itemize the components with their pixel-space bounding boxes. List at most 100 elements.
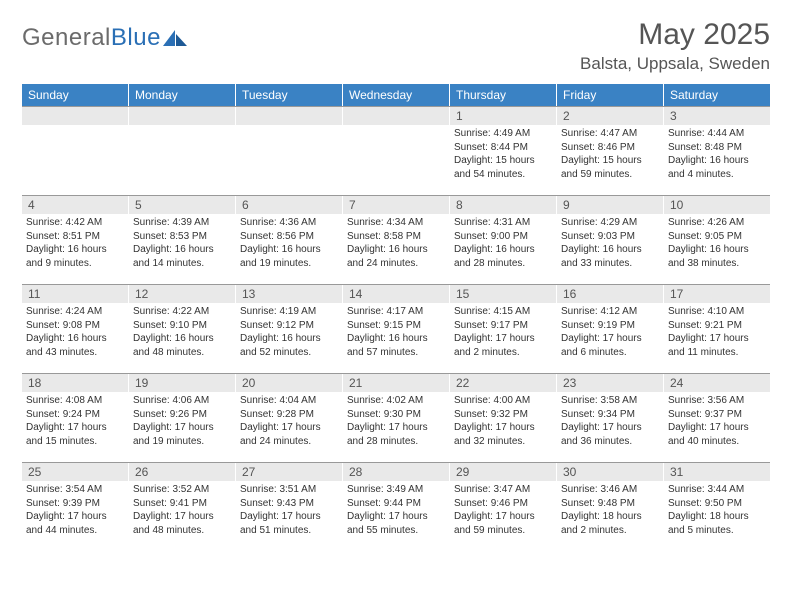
day-cell: 18Sunrise: 4:08 AMSunset: 9:24 PMDayligh… — [22, 374, 129, 462]
day-number — [343, 107, 449, 125]
day-cell: 17Sunrise: 4:10 AMSunset: 9:21 PMDayligh… — [664, 285, 770, 373]
daylight-line: Daylight: 18 hours and 5 minutes. — [668, 510, 766, 537]
day-cell: 28Sunrise: 3:49 AMSunset: 9:44 PMDayligh… — [343, 463, 450, 551]
month-title: May 2025 — [580, 18, 770, 52]
sunrise-line: Sunrise: 4:49 AM — [454, 127, 552, 141]
sunset-line: Sunset: 8:51 PM — [26, 230, 124, 244]
day-cell: 1Sunrise: 4:49 AMSunset: 8:44 PMDaylight… — [450, 107, 557, 195]
day-body: Sunrise: 3:58 AMSunset: 9:34 PMDaylight:… — [557, 392, 663, 452]
daylight-line: Daylight: 17 hours and 32 minutes. — [454, 421, 552, 448]
sunset-line: Sunset: 9:41 PM — [133, 497, 231, 511]
sunrise-line: Sunrise: 3:54 AM — [26, 483, 124, 497]
sunrise-line: Sunrise: 4:00 AM — [454, 394, 552, 408]
day-cell: 25Sunrise: 3:54 AMSunset: 9:39 PMDayligh… — [22, 463, 129, 551]
weekday-header: Wednesday — [343, 84, 450, 106]
day-body — [129, 125, 235, 131]
day-body: Sunrise: 3:56 AMSunset: 9:37 PMDaylight:… — [664, 392, 770, 452]
day-number: 29 — [450, 463, 556, 481]
sunrise-line: Sunrise: 3:49 AM — [347, 483, 445, 497]
day-body: Sunrise: 4:31 AMSunset: 9:00 PMDaylight:… — [450, 214, 556, 274]
day-number: 31 — [664, 463, 770, 481]
day-body: Sunrise: 4:19 AMSunset: 9:12 PMDaylight:… — [236, 303, 342, 363]
day-cell: 20Sunrise: 4:04 AMSunset: 9:28 PMDayligh… — [236, 374, 343, 462]
weekday-header: Monday — [129, 84, 236, 106]
sunset-line: Sunset: 9:32 PM — [454, 408, 552, 422]
day-body: Sunrise: 3:52 AMSunset: 9:41 PMDaylight:… — [129, 481, 235, 541]
day-number: 16 — [557, 285, 663, 303]
sunset-line: Sunset: 9:30 PM — [347, 408, 445, 422]
day-cell: 9Sunrise: 4:29 AMSunset: 9:03 PMDaylight… — [557, 196, 664, 284]
day-body: Sunrise: 4:42 AMSunset: 8:51 PMDaylight:… — [22, 214, 128, 274]
brand-logo: GeneralBlue — [22, 18, 189, 52]
daylight-line: Daylight: 16 hours and 28 minutes. — [454, 243, 552, 270]
sunrise-line: Sunrise: 4:15 AM — [454, 305, 552, 319]
daylight-line: Daylight: 16 hours and 52 minutes. — [240, 332, 338, 359]
week-row: 11Sunrise: 4:24 AMSunset: 9:08 PMDayligh… — [22, 284, 770, 373]
sunset-line: Sunset: 9:00 PM — [454, 230, 552, 244]
daylight-line: Daylight: 16 hours and 9 minutes. — [26, 243, 124, 270]
day-cell: 12Sunrise: 4:22 AMSunset: 9:10 PMDayligh… — [129, 285, 236, 373]
daylight-line: Daylight: 17 hours and 40 minutes. — [668, 421, 766, 448]
sunset-line: Sunset: 9:10 PM — [133, 319, 231, 333]
sunrise-line: Sunrise: 3:56 AM — [668, 394, 766, 408]
day-cell: 31Sunrise: 3:44 AMSunset: 9:50 PMDayligh… — [664, 463, 770, 551]
sunrise-line: Sunrise: 4:12 AM — [561, 305, 659, 319]
day-body: Sunrise: 4:04 AMSunset: 9:28 PMDaylight:… — [236, 392, 342, 452]
sunset-line: Sunset: 9:44 PM — [347, 497, 445, 511]
day-body: Sunrise: 4:22 AMSunset: 9:10 PMDaylight:… — [129, 303, 235, 363]
day-cell: 26Sunrise: 3:52 AMSunset: 9:41 PMDayligh… — [129, 463, 236, 551]
daylight-line: Daylight: 17 hours and 51 minutes. — [240, 510, 338, 537]
sunset-line: Sunset: 9:08 PM — [26, 319, 124, 333]
day-number: 27 — [236, 463, 342, 481]
daylight-line: Daylight: 17 hours and 55 minutes. — [347, 510, 445, 537]
sunset-line: Sunset: 9:39 PM — [26, 497, 124, 511]
day-number: 8 — [450, 196, 556, 214]
day-number: 17 — [664, 285, 770, 303]
day-cell: 5Sunrise: 4:39 AMSunset: 8:53 PMDaylight… — [129, 196, 236, 284]
day-number: 10 — [664, 196, 770, 214]
sunset-line: Sunset: 9:24 PM — [26, 408, 124, 422]
day-number: 23 — [557, 374, 663, 392]
daylight-line: Daylight: 15 hours and 54 minutes. — [454, 154, 552, 181]
sunrise-line: Sunrise: 4:39 AM — [133, 216, 231, 230]
sunrise-line: Sunrise: 4:34 AM — [347, 216, 445, 230]
day-number: 24 — [664, 374, 770, 392]
week-row: 25Sunrise: 3:54 AMSunset: 9:39 PMDayligh… — [22, 462, 770, 551]
weekday-header-row: SundayMondayTuesdayWednesdayThursdayFrid… — [22, 84, 770, 106]
day-cell: 29Sunrise: 3:47 AMSunset: 9:46 PMDayligh… — [450, 463, 557, 551]
weekday-header: Thursday — [450, 84, 557, 106]
day-cell: 11Sunrise: 4:24 AMSunset: 9:08 PMDayligh… — [22, 285, 129, 373]
day-cell: 30Sunrise: 3:46 AMSunset: 9:48 PMDayligh… — [557, 463, 664, 551]
sunset-line: Sunset: 8:48 PM — [668, 141, 766, 155]
daylight-line: Daylight: 16 hours and 33 minutes. — [561, 243, 659, 270]
day-number: 2 — [557, 107, 663, 125]
sunrise-line: Sunrise: 3:47 AM — [454, 483, 552, 497]
day-body: Sunrise: 4:02 AMSunset: 9:30 PMDaylight:… — [343, 392, 449, 452]
day-number: 11 — [22, 285, 128, 303]
daylight-line: Daylight: 17 hours and 48 minutes. — [133, 510, 231, 537]
day-body: Sunrise: 4:26 AMSunset: 9:05 PMDaylight:… — [664, 214, 770, 274]
day-number: 1 — [450, 107, 556, 125]
calendar: SundayMondayTuesdayWednesdayThursdayFrid… — [22, 84, 770, 551]
day-cell: 4Sunrise: 4:42 AMSunset: 8:51 PMDaylight… — [22, 196, 129, 284]
daylight-line: Daylight: 17 hours and 28 minutes. — [347, 421, 445, 448]
daylight-line: Daylight: 16 hours and 57 minutes. — [347, 332, 445, 359]
sunset-line: Sunset: 9:03 PM — [561, 230, 659, 244]
daylight-line: Daylight: 17 hours and 2 minutes. — [454, 332, 552, 359]
daylight-line: Daylight: 16 hours and 24 minutes. — [347, 243, 445, 270]
day-number: 14 — [343, 285, 449, 303]
day-number: 18 — [22, 374, 128, 392]
day-number: 21 — [343, 374, 449, 392]
week-row: 4Sunrise: 4:42 AMSunset: 8:51 PMDaylight… — [22, 195, 770, 284]
sunset-line: Sunset: 9:15 PM — [347, 319, 445, 333]
weekday-header: Tuesday — [236, 84, 343, 106]
day-number: 20 — [236, 374, 342, 392]
daylight-line: Daylight: 16 hours and 4 minutes. — [668, 154, 766, 181]
sunset-line: Sunset: 8:46 PM — [561, 141, 659, 155]
daylight-line: Daylight: 16 hours and 38 minutes. — [668, 243, 766, 270]
day-body: Sunrise: 4:39 AMSunset: 8:53 PMDaylight:… — [129, 214, 235, 274]
sunrise-line: Sunrise: 4:06 AM — [133, 394, 231, 408]
day-number: 7 — [343, 196, 449, 214]
daylight-line: Daylight: 17 hours and 19 minutes. — [133, 421, 231, 448]
day-body: Sunrise: 4:17 AMSunset: 9:15 PMDaylight:… — [343, 303, 449, 363]
